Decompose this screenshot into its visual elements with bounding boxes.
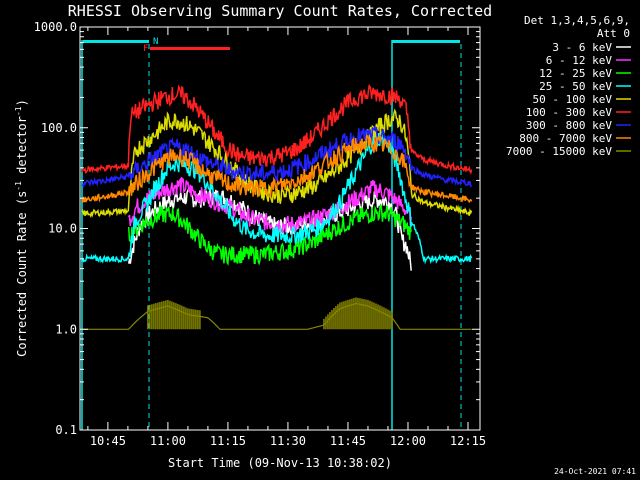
- legend-entry: 3 - 6 keV: [552, 41, 612, 54]
- x-tick-label: 10:45: [90, 434, 126, 448]
- x-tick-label: 11:15: [210, 434, 246, 448]
- y-tick-label: 1000.0: [34, 20, 77, 34]
- legend-detectors: Det 1,3,4,5,6,9,: [524, 14, 630, 27]
- legend-entry: 50 - 100 keV: [533, 93, 613, 106]
- x-tick-label: 11:00: [150, 434, 186, 448]
- x-axis-label: Start Time (09-Nov-13 10:38:02): [168, 456, 392, 470]
- series-line: [81, 124, 473, 188]
- legend-entry: 100 - 300 keV: [526, 106, 612, 119]
- series-layer: [81, 84, 473, 330]
- observing-bands: F N: [81, 37, 462, 430]
- legend-entry: 6 - 12 keV: [546, 54, 613, 67]
- series-line: [128, 177, 412, 234]
- night-band-left: [83, 40, 149, 43]
- y-axis-label: Corrected Count Rate (s-1 detector-1): [14, 99, 29, 357]
- y-tick-label: 10.0: [48, 222, 77, 236]
- legend-entry: 800 - 7000 keV: [519, 132, 612, 145]
- legend-attenuator: Att 0: [597, 27, 630, 40]
- series-line: [81, 302, 472, 330]
- series-line: [81, 134, 473, 204]
- y-tick-label: 0.1: [55, 423, 77, 437]
- footer-date: 24-Oct-2021 07:41: [554, 467, 636, 476]
- flare-label: F: [143, 44, 148, 54]
- legend-entry: 7000 - 15000 keV: [506, 145, 612, 158]
- night-band-right: [392, 40, 460, 43]
- series-line: [127, 204, 412, 266]
- y-tick-label: 100.0: [41, 121, 77, 135]
- series-line: [81, 130, 473, 265]
- x-tick-label: 12:15: [450, 434, 486, 448]
- x-tick-label: 11:30: [270, 434, 306, 448]
- series-line: [81, 84, 473, 175]
- legend-entry: 25 - 50 keV: [539, 80, 612, 93]
- x-axis: 10:45 11:00 11:15 11:30 11:45 12:00 12:15: [87, 27, 486, 448]
- y-tick-label: 1.0: [55, 322, 77, 336]
- flare-flag-bar: [150, 47, 230, 50]
- night-label: N: [153, 37, 158, 47]
- x-tick-label: 12:00: [390, 434, 426, 448]
- y-axis: 1000.0 100.0 10.0 1.0 0.1: [34, 20, 480, 437]
- legend-entry: 300 - 800 keV: [526, 119, 612, 132]
- legend-entry: 12 - 25 keV: [539, 67, 612, 80]
- x-tick-label: 11:45: [330, 434, 366, 448]
- chart-title: RHESSI Observing Summary Count Rates, Co…: [68, 2, 492, 20]
